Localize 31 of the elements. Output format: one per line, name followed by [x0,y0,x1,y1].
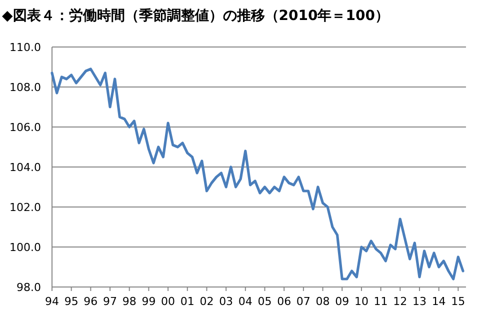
chart-title: ◆図表４：労働時間（季節調整値）の推移（2010年＝100） [2,7,389,24]
x-tick-label: 09 [335,295,350,308]
y-tick-label: 106.0 [10,121,41,134]
x-tick-label: 13 [412,295,426,308]
x-tick-label: 94 [45,295,59,308]
x-tick-label: 10 [354,295,368,308]
y-tick-label: 102.0 [10,201,41,214]
x-tick-label: 15 [451,295,466,308]
x-tick-label: 97 [103,295,118,308]
x-tick-label: 08 [316,295,330,308]
y-tick-label: 100.0 [10,241,41,254]
y-tick-label: 98.0 [16,281,41,294]
x-tick-label: 99 [142,295,156,308]
x-tick-label: 12 [393,295,408,308]
x-tick-label: 11 [374,295,388,308]
x-tick-label: 06 [277,295,292,308]
y-tick-label: 108.0 [10,81,41,94]
x-tick-label: 00 [161,295,176,308]
y-tick-label: 110.0 [10,41,41,54]
x-tick-label: 01 [180,295,194,308]
y-tick-label: 104.0 [10,161,41,174]
x-tick-label: 14 [432,295,446,308]
x-tick-label: 02 [200,295,214,308]
x-tick-label: 03 [219,295,234,308]
x-tick-label: 95 [64,295,78,308]
x-tick-label: 05 [258,295,272,308]
x-tick-label: 98 [122,295,136,308]
x-tick-label: 07 [296,295,310,308]
x-tick-label: 04 [238,295,252,308]
x-tick-label: 96 [84,295,98,308]
line-series [50,68,464,280]
